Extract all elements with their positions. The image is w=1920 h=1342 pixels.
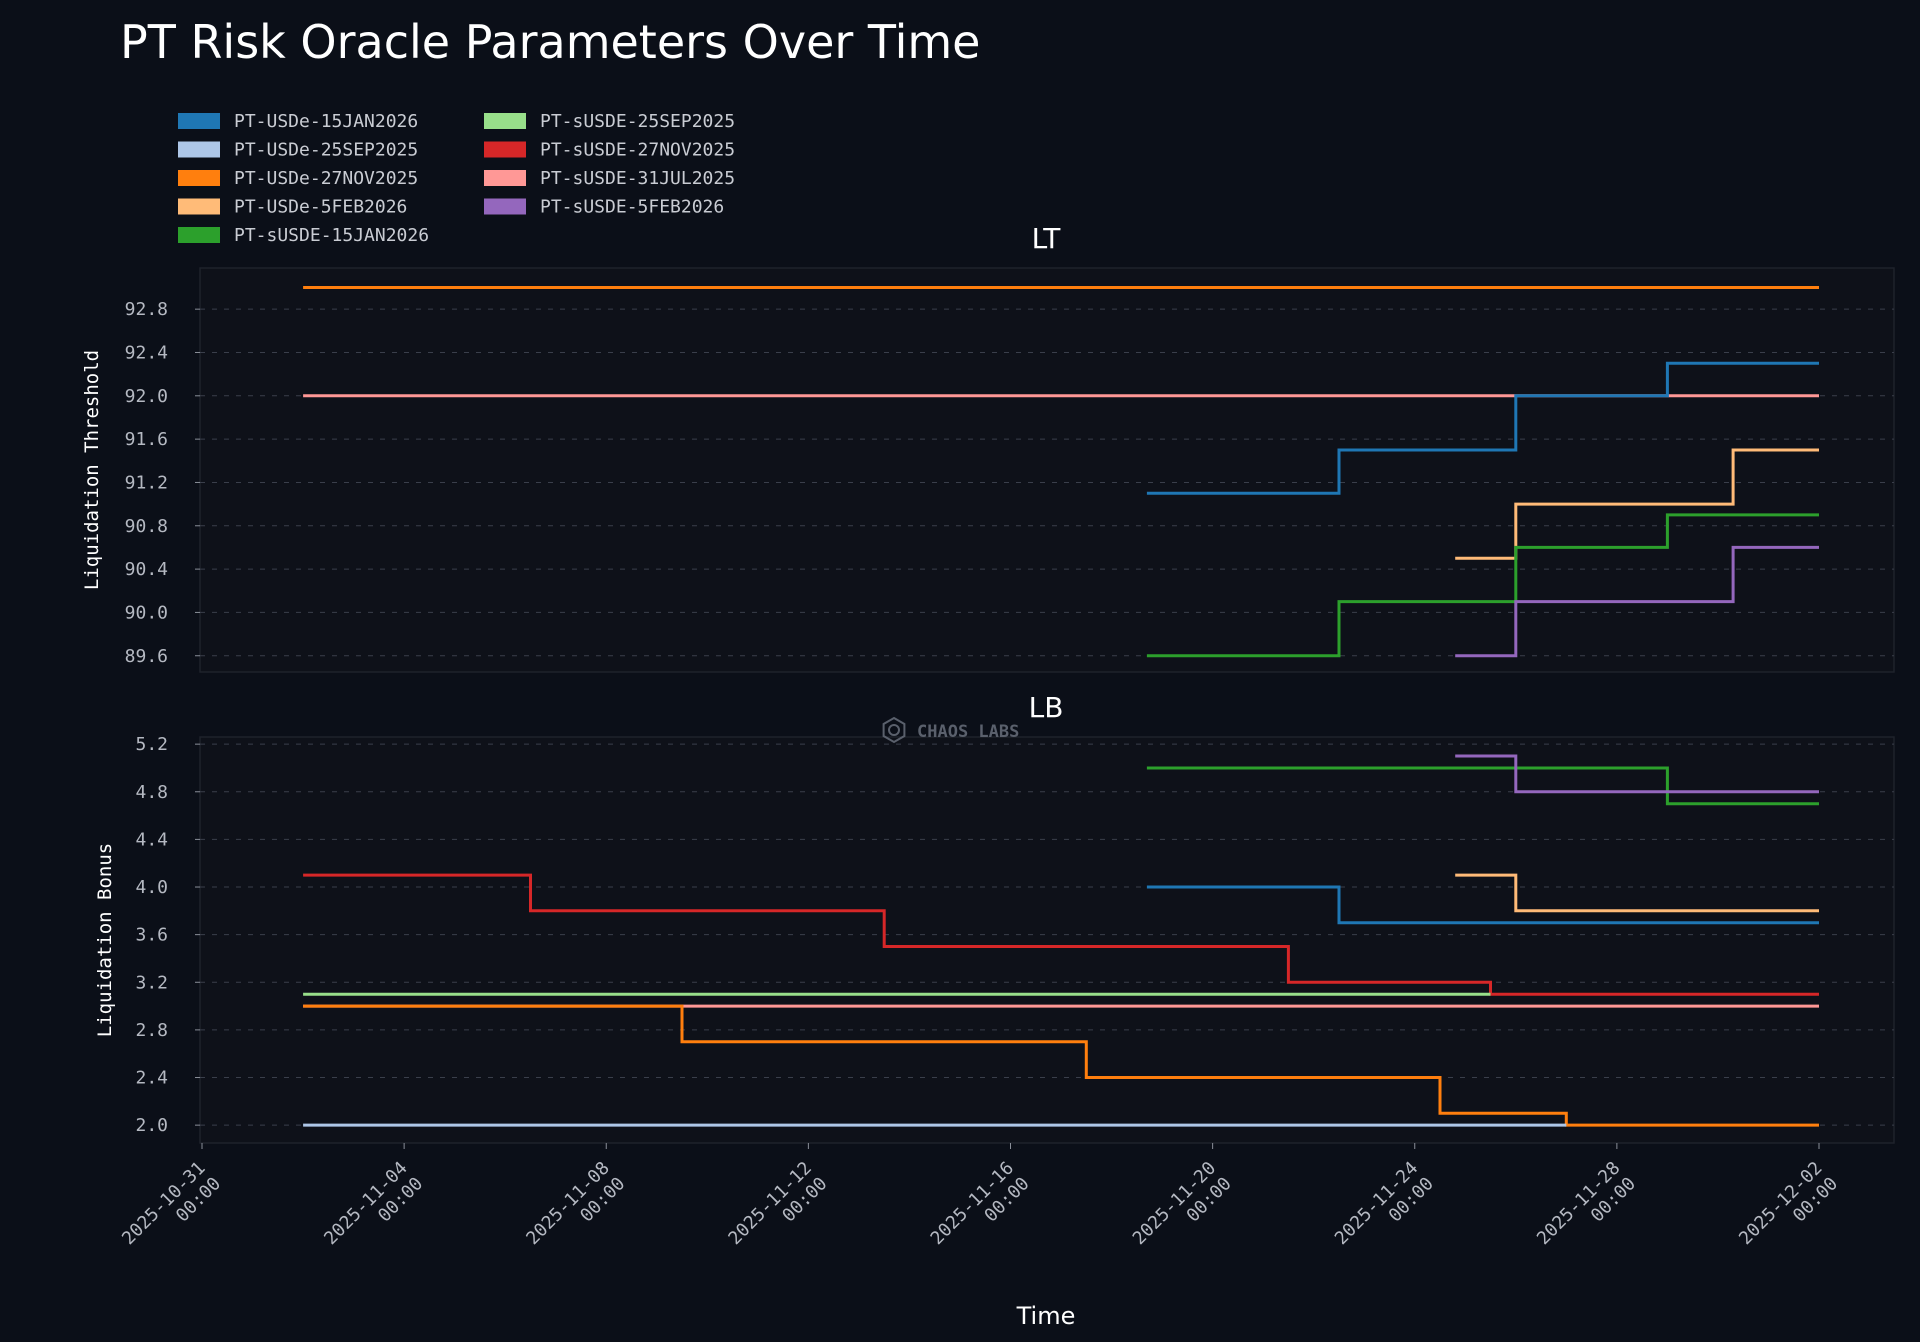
legend-item: PT-sUSDE-27NOV2025 — [484, 140, 735, 161]
series-line-pt-susde-15jan2026 — [1146, 513, 1819, 658]
x-axis-label: Time — [1016, 1302, 1076, 1330]
legend-swatch — [178, 170, 220, 186]
y-tick-label: 2.0 — [135, 1115, 168, 1136]
watermark: CHAOS LABS — [882, 716, 1019, 744]
legend-swatch — [178, 113, 220, 129]
legend-item: PT-sUSDE-15JAN2026 — [178, 225, 429, 246]
y-tick-label: 92.4 — [125, 342, 168, 363]
y-tick-label: 5.2 — [135, 734, 168, 755]
y-axis-label: Liquidation Bonus — [94, 843, 116, 1037]
legend-item: PT-USDe-25SEP2025 — [178, 140, 418, 161]
y-tick-label: 90.8 — [125, 516, 168, 537]
y-tick-label: 4.0 — [135, 877, 168, 898]
plot-frame — [199, 736, 1895, 1144]
legend-swatch — [484, 141, 526, 158]
y-tick-label: 91.6 — [125, 429, 168, 450]
lt-subplot: LT Liquidation Threshold 89.6 90.0 90.4 90.8 9… — [81, 222, 1895, 673]
legend-item: PT-USDe-5FEB2026 — [178, 197, 407, 218]
legend-label: PT-sUSDE-5FEB2026 — [540, 197, 724, 218]
series-line-pt-usde-5feb2026 — [1455, 873, 1819, 913]
legend-item: PT-USDe-27NOV2025 — [178, 168, 418, 189]
legend: PT-USDe-15JAN2026 PT-USDe-25SEP2025 PT-USD… — [178, 111, 735, 246]
legend-swatch — [178, 227, 220, 243]
series-line-pt-usde-15jan2026 — [1146, 885, 1819, 925]
subplot-title: LT — [1032, 222, 1062, 255]
series-line-pt-susde-5feb2026 — [1455, 545, 1819, 658]
series-line-pt-susde-15jan2026 — [1146, 766, 1819, 806]
y-tick-label: 92.0 — [125, 386, 168, 407]
y-tick-label: 2.4 — [135, 1068, 168, 1089]
plot-frame — [199, 267, 1895, 673]
legend-label: PT-sUSDE-31JUL2025 — [540, 168, 735, 189]
legend-label: PT-USDe-15JAN2026 — [234, 111, 418, 132]
series-line-pt-usde-15jan2026 — [1146, 361, 1819, 495]
y-tick-label: 4.8 — [135, 782, 168, 803]
legend-swatch — [484, 198, 526, 215]
lb-subplot: LB Liquidation Bonus 2.0 2.4 2.8 3.2 3.6 4.0 4.4… — [94, 691, 1895, 1249]
series-line-pt-susde-27nov2025 — [303, 873, 1819, 996]
subplot-title: LB — [1029, 691, 1064, 724]
chaos-labs-logo-icon — [882, 716, 906, 744]
y-tick-label: 89.6 — [125, 646, 168, 667]
legend-item: PT-USDe-15JAN2026 — [178, 111, 418, 132]
legend-swatch — [178, 198, 220, 215]
legend-label: PT-USDe-27NOV2025 — [234, 168, 418, 189]
legend-label: PT-USDe-25SEP2025 — [234, 140, 418, 161]
legend-label: PT-USDe-5FEB2026 — [234, 197, 407, 218]
y-axis-label: Liquidation Threshold — [81, 350, 103, 590]
legend-swatch — [178, 141, 220, 158]
watermark-label: CHAOS LABS — [917, 722, 1019, 742]
chart-title: PT Risk Oracle Parameters Over Time — [120, 15, 980, 69]
y-tick-label: 3.2 — [135, 972, 168, 993]
series-line-pt-susde-5feb2026 — [1455, 754, 1819, 794]
legend-swatch — [484, 113, 526, 129]
series-line-pt-usde-27nov2025 — [303, 1004, 1819, 1127]
legend-item: PT-sUSDE-5FEB2026 — [484, 197, 724, 218]
series-line-pt-usde-5feb2026 — [1455, 448, 1819, 560]
legend-label: PT-sUSDE-27NOV2025 — [540, 140, 735, 161]
y-tick-label: 2.8 — [135, 1020, 168, 1041]
y-tick-label: 91.2 — [125, 472, 168, 493]
legend-label: PT-sUSDE-25SEP2025 — [540, 111, 735, 132]
legend-swatch — [484, 170, 526, 186]
legend-item: PT-sUSDE-31JUL2025 — [484, 168, 735, 189]
y-tick-label: 3.6 — [135, 925, 168, 946]
legend-label: PT-sUSDE-15JAN2026 — [234, 225, 429, 246]
y-tick-label: 92.8 — [125, 299, 168, 320]
y-tick-label: 90.4 — [125, 559, 168, 580]
y-tick-label: 90.0 — [125, 602, 168, 623]
legend-item: PT-sUSDE-25SEP2025 — [484, 111, 735, 132]
y-tick-label: 4.4 — [135, 829, 168, 850]
